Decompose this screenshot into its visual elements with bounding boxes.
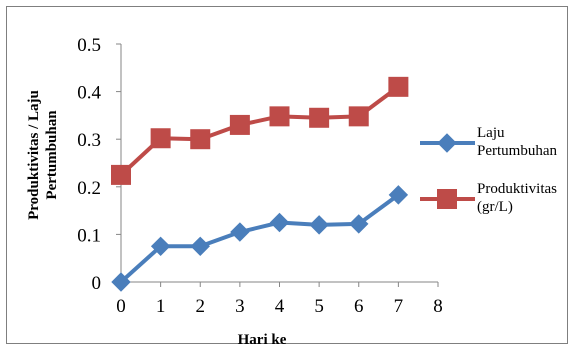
x-tick-label: 6: [354, 296, 364, 317]
legend-swatch-marker: [437, 189, 457, 209]
y-axis-title-line-2: Pertumbuhan: [44, 110, 60, 200]
x-tick-label: 7: [394, 296, 404, 317]
legend-swatch-marker: [437, 133, 457, 153]
series-2-point: [348, 106, 369, 127]
series-2-point: [150, 128, 171, 149]
series-1-point: [349, 214, 369, 234]
series-1-point: [309, 215, 329, 235]
legend-entry-1: Laju Pertumbuhan: [420, 125, 557, 159]
legend-label-line-1: Produktivitas: [477, 181, 557, 197]
series-2: [111, 76, 409, 185]
y-tick-label: 0.4: [77, 83, 101, 104]
x-tick-label: 4: [275, 296, 285, 317]
legend-label-line-2: (gr/L): [477, 199, 513, 215]
x-tick-label: 8: [433, 296, 443, 317]
series-1-point: [190, 236, 210, 257]
series-2-point: [269, 106, 290, 127]
x-tick-label: 1: [156, 296, 166, 317]
series-layer: [111, 76, 409, 292]
series-1-point: [111, 272, 131, 292]
y-tick-label: 0.5: [77, 35, 101, 56]
x-tick-label: 5: [314, 296, 324, 317]
chart-frame: [6, 6, 568, 344]
series-1: [111, 185, 409, 292]
x-tick-label: 0: [116, 296, 126, 317]
series-1-point: [150, 236, 171, 257]
y-tick-label: 0.2: [77, 178, 101, 199]
series-1-point: [269, 212, 290, 233]
x-tick-label: 2: [196, 296, 206, 317]
y-tick-label: 0.1: [77, 225, 101, 246]
series-2-point: [111, 164, 131, 185]
series-2-point: [309, 107, 330, 128]
legend-entry-2: Produktivitas (gr/L): [420, 181, 557, 215]
legend: Laju Pertumbuhan Produktivitas (gr/L): [420, 125, 557, 215]
y-axis-title: Produktivitas / Laju Pertumbuhan: [26, 90, 60, 220]
y-axis-title-line-1: Produktivitas / Laju: [26, 90, 42, 220]
y-tick-label: 0: [92, 273, 102, 294]
series-1-line: [119, 193, 400, 284]
x-tick-label: 3: [235, 296, 245, 317]
series-2-point: [229, 114, 250, 135]
legend-label-line-2: Pertumbuhan: [477, 143, 557, 159]
series-1-point: [388, 185, 409, 205]
series-2-point: [190, 129, 211, 150]
series-2-point: [388, 76, 409, 97]
axes: 0 0.1 0.2 0.3 0.4 0.5 0 1 2 3 4 5 6 7 8: [77, 35, 443, 317]
y-tick-label: 0.3: [77, 130, 101, 151]
x-axis-title: Hari ke: [238, 332, 287, 348]
legend-label-line-1: Laju: [477, 125, 505, 141]
series-1-point: [230, 222, 250, 242]
